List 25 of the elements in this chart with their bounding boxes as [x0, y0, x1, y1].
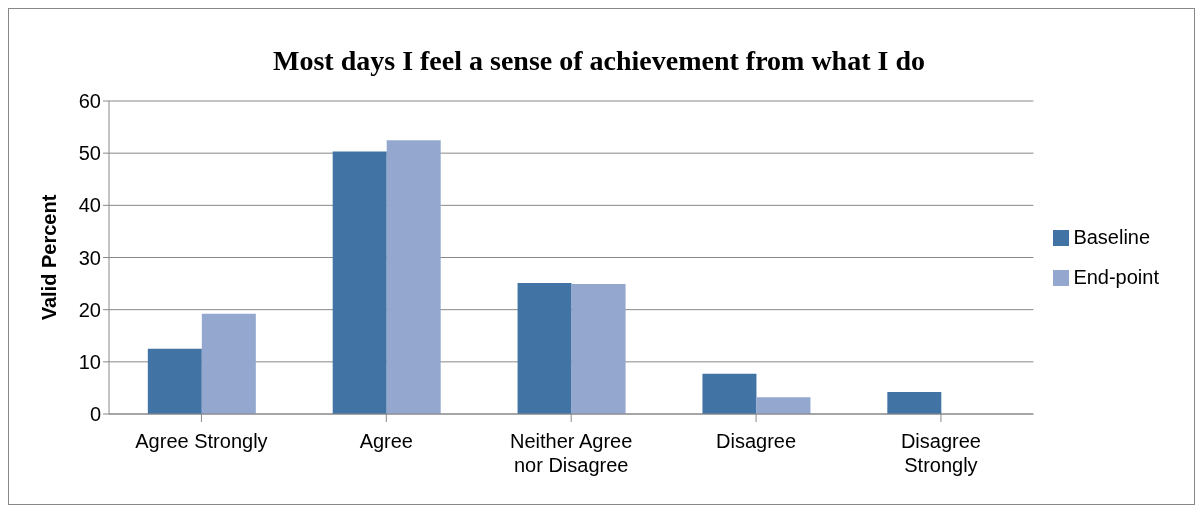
y-tick-label: 60 — [78, 90, 101, 113]
y-tick-label: 0 — [89, 403, 101, 426]
legend-label: Baseline — [1073, 225, 1151, 248]
bar — [147, 348, 202, 414]
x-tick-label: Agree Strongly — [135, 430, 268, 452]
x-tick-label: Disagree Strongly — [900, 430, 981, 476]
chart-title: Most days I feel a sense of achievement from what I do — [272, 45, 926, 77]
x-tick-label: Agree — [359, 430, 413, 452]
x-tick-label: Neither Agree nor Disagree — [510, 430, 633, 476]
y-axis-title: Valid Percent — [38, 194, 61, 321]
bar — [201, 313, 256, 414]
bar — [386, 140, 441, 414]
bar — [332, 151, 387, 414]
bar — [887, 392, 942, 414]
bar — [702, 373, 757, 414]
legend-label: End-point — [1073, 265, 1159, 288]
y-tick-label: 20 — [78, 298, 101, 321]
y-tick-label: 30 — [78, 246, 101, 269]
bar — [756, 397, 811, 414]
bar — [517, 283, 572, 414]
bar — [571, 284, 626, 414]
y-tick-label: 40 — [78, 194, 101, 217]
y-tick-label: 10 — [78, 350, 101, 373]
x-tick-label: Disagree — [716, 430, 797, 452]
y-tick-label: 50 — [78, 142, 101, 165]
